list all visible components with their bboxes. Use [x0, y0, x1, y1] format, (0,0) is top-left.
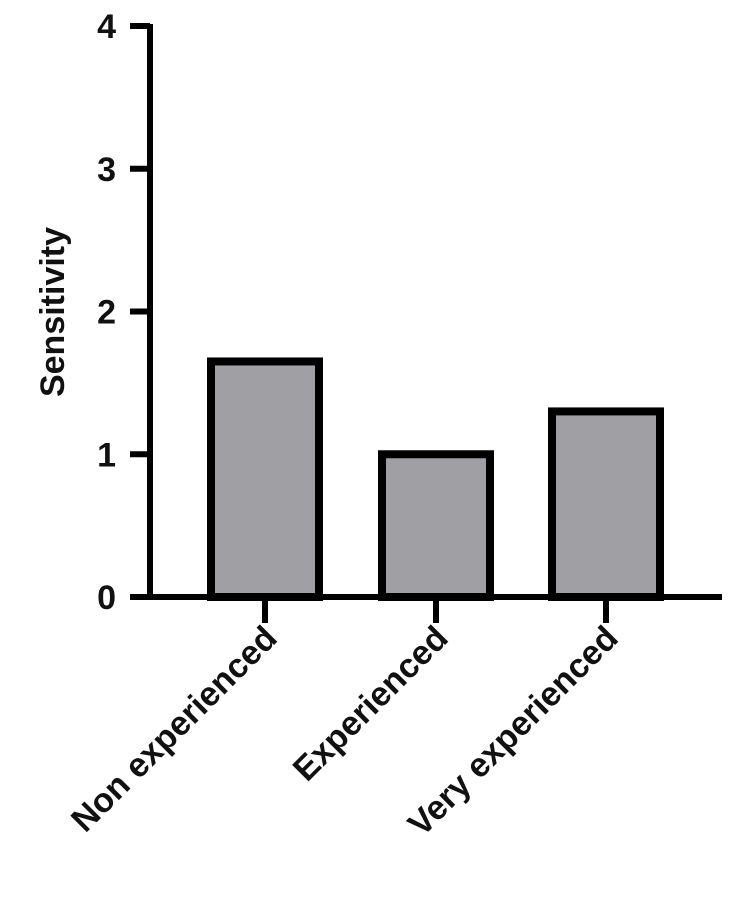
y-axis: 0 1 2 3 4: [97, 8, 153, 617]
y-tick-label: 4: [97, 8, 116, 46]
y-tick-label: 0: [97, 579, 116, 617]
y-tick-label: 2: [97, 294, 116, 332]
bar-experienced: [378, 450, 494, 601]
x-tick-label: Non experienced: [64, 619, 285, 840]
y-axis-title: Sensitivity: [34, 227, 72, 397]
y-ticks: 0 1 2 3 4: [97, 8, 150, 617]
x-tick-label: Experienced: [286, 619, 456, 789]
y-tick-label: 1: [97, 436, 116, 474]
y-tick-label: 3: [97, 151, 116, 189]
bar-non-experienced: [207, 357, 323, 601]
bar-very-experienced: [548, 407, 664, 601]
bars-group: [207, 357, 664, 601]
